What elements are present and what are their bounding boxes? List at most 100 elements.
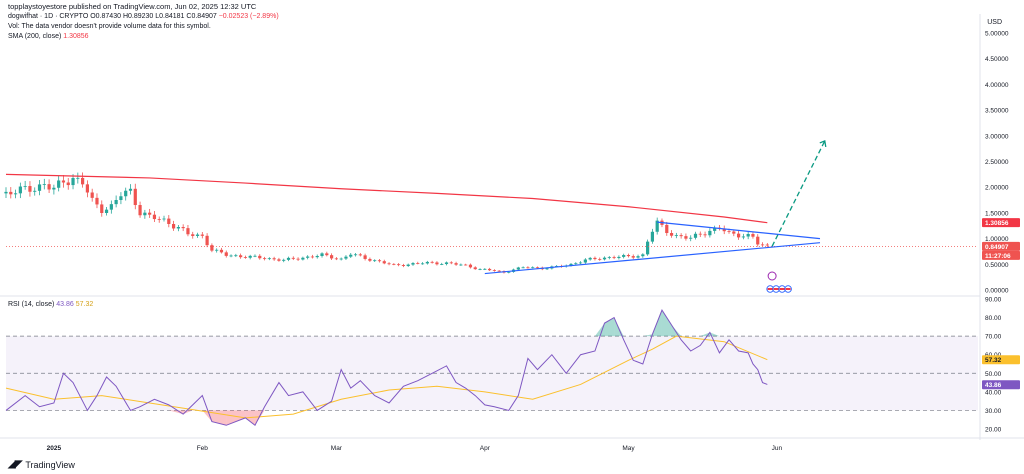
- candle-body: [387, 263, 391, 265]
- candle-body: [722, 228, 726, 232]
- candle-body: [171, 223, 176, 229]
- candle-body: [746, 234, 750, 237]
- sma-price-badge-bg: [982, 218, 1020, 228]
- candle-body: [765, 244, 769, 246]
- candle-body: [641, 254, 645, 257]
- rsi-value-badge-bg: [982, 380, 1020, 390]
- rsi-ma-badge: 57.32: [985, 357, 1002, 364]
- price-tick-label: 1.00000: [985, 236, 1009, 243]
- candle-body: [57, 180, 61, 188]
- candle-body: [507, 271, 511, 273]
- candle-body: [636, 256, 640, 258]
- candle-body: [28, 186, 32, 192]
- rsi-pane: [5, 309, 978, 427]
- candle-body: [741, 236, 745, 238]
- current-price-badge: 0.84907: [985, 244, 1009, 251]
- candle-body: [262, 258, 267, 260]
- tradingview-logo-icon: ◢◤: [8, 459, 22, 470]
- candle-body: [176, 227, 180, 229]
- candle-body: [181, 227, 185, 229]
- candle-body: [483, 268, 487, 270]
- candle-body: [258, 255, 262, 259]
- symbol-name[interactable]: dogwifhat · 1D · CRYPTO: [8, 13, 89, 20]
- candle-body: [310, 256, 315, 258]
- price-tick-label: 4.00000: [985, 82, 1009, 89]
- publication-attribution: topplaystoyestore published on TradingVi…: [8, 2, 257, 11]
- candle-body: [617, 256, 621, 259]
- rsi-tick-label: 20.00: [985, 427, 1002, 434]
- candle-body: [42, 184, 46, 185]
- candle-body: [243, 257, 248, 258]
- candle-body: [23, 186, 27, 187]
- tradingview-logo[interactable]: ◢◤ TradingView: [8, 459, 75, 470]
- rsi-label: RSI (14, close): [8, 301, 55, 308]
- candle-body: [526, 267, 530, 269]
- candle-body: [301, 257, 305, 260]
- candle-body: [152, 214, 157, 220]
- candle-body: [708, 230, 712, 236]
- time-tick-label: Apr: [480, 445, 491, 452]
- candle-body: [516, 267, 520, 270]
- rsi-ma-line: [5, 335, 768, 419]
- sma-legend-value: 1.30856: [63, 33, 89, 40]
- current-price-badge-bg: [982, 241, 1020, 251]
- candle-body: [478, 269, 482, 270]
- candle-body: [320, 253, 324, 257]
- candle-body: [100, 204, 104, 214]
- candle-body: [588, 257, 592, 260]
- candle-body: [71, 178, 75, 186]
- rsi-overbought-fill: [594, 323, 605, 337]
- candle-body: [382, 261, 386, 264]
- candle-body: [401, 265, 406, 267]
- candle-body: [167, 218, 171, 224]
- candle-body: [52, 187, 56, 190]
- candle-body: [684, 236, 688, 239]
- candle-body: [133, 188, 137, 206]
- sma-legend[interactable]: SMA (200, close) 1.30856: [8, 32, 89, 42]
- candle-body: [598, 259, 602, 260]
- candle-body: [545, 268, 549, 270]
- price-pane: [4, 140, 978, 275]
- candle-body: [239, 255, 243, 258]
- candle-body: [4, 191, 8, 194]
- candle-body: [693, 233, 698, 238]
- overlay: 1.30856 0.84907 11:27:06 57.32 43.86: [766, 218, 1020, 390]
- rsi-legend[interactable]: RSI (14, close) 43.86 57.32: [8, 300, 93, 310]
- candle-body: [756, 236, 760, 245]
- price-tick-label: 1.50000: [985, 210, 1009, 217]
- candle-body: [195, 234, 200, 236]
- rsi-overbought-fill: [642, 334, 653, 337]
- currency-label[interactable]: USD: [987, 19, 1002, 26]
- legend-high: H0.89230: [122, 13, 154, 20]
- candle-body: [13, 193, 18, 195]
- flag-stripe-icon: [767, 288, 773, 290]
- candle-body: [583, 259, 587, 263]
- projection-arrowhead: [819, 140, 827, 148]
- candle-body: [9, 191, 13, 195]
- candle-body: [602, 257, 607, 260]
- candle-body: [186, 228, 190, 235]
- candle-body: [37, 184, 42, 191]
- price-tick-label: 3.00000: [985, 133, 1009, 140]
- rsi-tick-label: 40.00: [985, 389, 1002, 396]
- flag-stripe-icon: [785, 288, 791, 290]
- candle-body: [119, 196, 123, 201]
- candle-body: [492, 270, 496, 272]
- candle-body: [353, 254, 358, 256]
- candle-body: [373, 260, 377, 262]
- candle-body: [296, 258, 300, 260]
- candle-body: [444, 262, 449, 265]
- candle-body: [61, 180, 66, 183]
- legend-change: −0.02523 (−2.89%): [218, 13, 279, 20]
- price-tick-label: 0.50000: [985, 262, 1009, 269]
- candle-body: [339, 258, 343, 260]
- sma-price-badge: 1.30856: [985, 220, 1009, 227]
- candle-body: [18, 186, 22, 194]
- candle-body: [334, 258, 338, 260]
- candle-body: [698, 233, 702, 235]
- sma-200-line: [5, 173, 768, 224]
- candle-body: [397, 264, 401, 266]
- candle-body: [626, 255, 631, 257]
- candle-body: [85, 184, 89, 193]
